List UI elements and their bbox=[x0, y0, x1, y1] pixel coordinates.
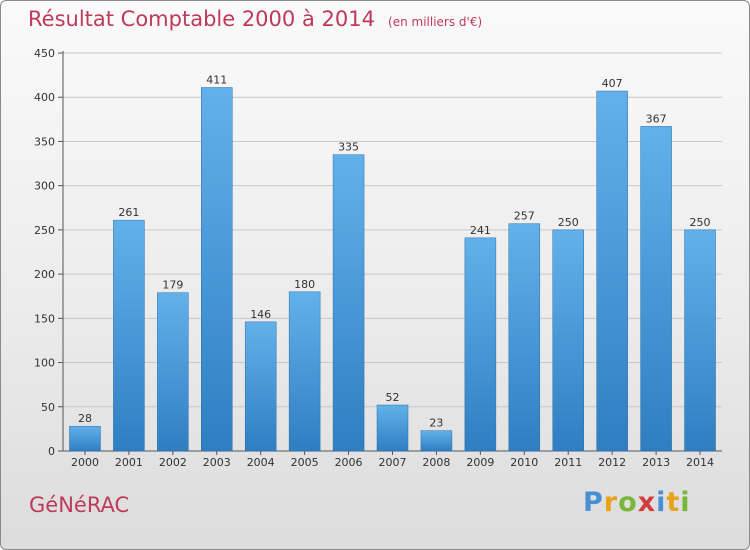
x-tick-label: 2000 bbox=[71, 456, 99, 469]
data-label-2005: 180 bbox=[294, 278, 315, 291]
bar-2013 bbox=[640, 126, 672, 452]
bar-2005 bbox=[288, 291, 321, 452]
title-row: Résultat Comptable 2000 à 2014 (en milli… bbox=[28, 7, 482, 31]
data-label-2012: 407 bbox=[602, 77, 623, 90]
bar-2001 bbox=[113, 219, 145, 452]
logo-letter: i bbox=[680, 487, 691, 518]
x-tick-label: 2005 bbox=[291, 456, 319, 469]
bar-2009 bbox=[464, 237, 497, 452]
bar-2012 bbox=[596, 90, 628, 452]
bar-2010 bbox=[508, 223, 541, 452]
data-label-2002: 179 bbox=[162, 279, 183, 292]
data-label-2000: 28 bbox=[78, 412, 92, 425]
unit-note: (en milliers d'€) bbox=[388, 15, 483, 29]
bar-2008 bbox=[420, 430, 453, 452]
x-tick-label: 2008 bbox=[422, 456, 450, 469]
x-tick-label: 2014 bbox=[686, 456, 714, 469]
logo-letter: t bbox=[666, 487, 681, 518]
commune-name: GéNéRAC bbox=[29, 493, 130, 517]
y-tick-label: 300 bbox=[34, 180, 55, 193]
x-tick-label: 2001 bbox=[115, 456, 143, 469]
y-tick-label: 0 bbox=[48, 445, 55, 458]
data-label-2003: 411 bbox=[206, 73, 227, 86]
x-tick-label: 2003 bbox=[203, 456, 231, 469]
x-tick-label: 2004 bbox=[247, 456, 275, 469]
x-tick-label: 2002 bbox=[159, 456, 187, 469]
y-tick-label: 200 bbox=[34, 268, 55, 281]
data-label-2007: 52 bbox=[386, 391, 400, 404]
logo-letter: P bbox=[583, 487, 604, 518]
bar-2014 bbox=[684, 229, 716, 452]
logo-letter: o bbox=[618, 487, 638, 518]
x-tick-label: 2010 bbox=[510, 456, 538, 469]
y-tick-label: 350 bbox=[34, 135, 55, 148]
bar-2007 bbox=[376, 404, 409, 452]
chart-title: Résultat Comptable 2000 à 2014 bbox=[28, 7, 375, 31]
proxiti-logo[interactable]: Proxiti bbox=[583, 487, 691, 518]
data-label-2011: 250 bbox=[558, 216, 579, 229]
x-tick-label: 2009 bbox=[466, 456, 494, 469]
data-label-2004: 146 bbox=[250, 308, 271, 321]
data-label-2013: 367 bbox=[646, 112, 667, 125]
x-tick-label: 2006 bbox=[335, 456, 363, 469]
logo-letter: i bbox=[656, 487, 667, 518]
y-tick-label: 100 bbox=[34, 357, 55, 370]
data-label-2001: 261 bbox=[118, 206, 139, 219]
data-label-2014: 250 bbox=[690, 216, 711, 229]
x-tick-label: 2011 bbox=[554, 456, 582, 469]
y-tick-label: 450 bbox=[34, 47, 55, 60]
data-label-2010: 257 bbox=[514, 210, 535, 223]
x-tick-label: 2012 bbox=[598, 456, 626, 469]
logo-letter: r bbox=[603, 487, 619, 518]
data-label-2006: 335 bbox=[338, 141, 359, 154]
bar-2011 bbox=[552, 229, 584, 452]
x-tick-label: 2007 bbox=[379, 456, 407, 469]
bar-2000 bbox=[69, 425, 101, 452]
y-tick-label: 150 bbox=[34, 312, 55, 325]
bars bbox=[69, 87, 716, 452]
data-label-2008: 23 bbox=[429, 417, 443, 430]
bar-2006 bbox=[332, 154, 365, 452]
y-tick-label: 400 bbox=[34, 91, 55, 104]
y-tick-label: 250 bbox=[34, 224, 55, 237]
x-tick-label: 2013 bbox=[642, 456, 670, 469]
bar-2002 bbox=[157, 292, 189, 452]
labels: 2000 28 2001 261 2002 179 2003 411 2004 146 2005 18… bbox=[71, 73, 714, 469]
y-tick-label: 50 bbox=[41, 401, 55, 414]
logo-letter: x bbox=[637, 487, 657, 518]
bar-2004 bbox=[244, 321, 277, 452]
data-label-2009: 241 bbox=[470, 224, 491, 237]
bar-2003 bbox=[201, 87, 233, 452]
